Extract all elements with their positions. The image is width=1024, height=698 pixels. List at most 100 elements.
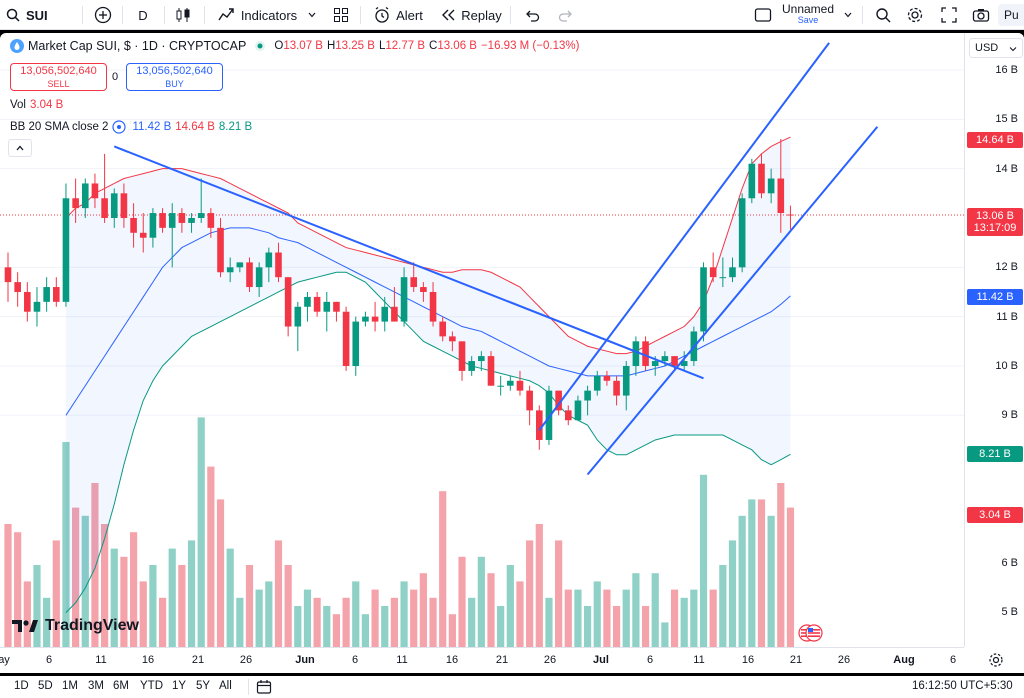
undo-button[interactable] — [522, 0, 542, 30]
candle-body — [729, 267, 736, 278]
indicators-label: Indicators — [240, 7, 298, 23]
buy-button[interactable]: 13,056,502,640 BUY — [126, 63, 223, 91]
range-button-1m[interactable]: 1M — [62, 680, 78, 692]
timezone-clock[interactable]: 16:12:50 UTC+5:30 — [912, 680, 1013, 692]
candle-body — [642, 341, 649, 366]
us-economic-event-icon[interactable] — [797, 623, 823, 643]
legend-volume[interactable]: Vol 3.04 B — [10, 99, 67, 111]
rewind-icon — [442, 9, 455, 21]
volume-bar — [245, 565, 254, 647]
indicators-icon — [218, 8, 234, 21]
goto-date-icon[interactable] — [256, 679, 272, 695]
range-button-5d[interactable]: 5D — [38, 680, 53, 692]
interval-button[interactable]: D — [138, 7, 148, 23]
snapshot-button[interactable] — [970, 0, 992, 30]
alert-button[interactable]: Alert — [368, 0, 428, 30]
range-button-ytd[interactable]: YTD — [140, 680, 163, 692]
last-price-tag: 13.06 B 13:17:09 — [967, 208, 1023, 236]
range-button-1y[interactable]: 1Y — [172, 680, 187, 692]
candles-icon — [176, 8, 190, 22]
layouts-button[interactable] — [330, 0, 352, 30]
layout-dropdown[interactable] — [840, 0, 856, 30]
volume-bar — [101, 524, 109, 647]
volume-bar — [139, 581, 147, 647]
candle-body — [371, 316, 379, 322]
indicators-button[interactable]: Indicators — [214, 0, 300, 30]
candle-body — [651, 361, 659, 366]
fullscreen-button[interactable] — [938, 0, 960, 30]
range-button-5y[interactable]: 5Y — [196, 680, 211, 692]
time-tick-label: 26 — [239, 654, 253, 666]
volume-bar — [81, 515, 89, 647]
volume-bar — [274, 540, 283, 647]
candle-body — [207, 213, 215, 228]
bb-fill-area — [65, 137, 791, 613]
sui-logo-icon — [10, 39, 24, 53]
chart-plot-area[interactable] — [0, 33, 964, 647]
quick-search-button[interactable] — [872, 0, 894, 30]
publish-button[interactable]: Pu — [998, 4, 1024, 26]
volume-bar — [555, 540, 563, 647]
currency-selector[interactable]: USD — [969, 38, 1023, 58]
candle-body — [294, 306, 302, 327]
volume-bar — [468, 597, 476, 647]
candle-body — [139, 232, 147, 238]
candle-body — [545, 390, 553, 440]
range-button-6m[interactable]: 6M — [113, 680, 129, 692]
legend-open-value: 13.07 B — [283, 40, 323, 52]
volume-bar — [400, 581, 408, 647]
settings-button[interactable] — [904, 0, 926, 30]
symbol-search-button[interactable]: SUI — [6, 0, 54, 30]
chart-type-button[interactable] — [172, 0, 194, 30]
volume-bar — [410, 589, 418, 647]
undo-icon — [526, 10, 540, 22]
layout-name-button[interactable]: Unnamed Save — [778, 0, 838, 30]
logo-text: TradingView — [45, 617, 139, 634]
range-button-1d[interactable]: 1D — [14, 680, 29, 692]
range-button-all[interactable]: All — [219, 680, 232, 692]
axis-settings-icon[interactable] — [988, 652, 1004, 668]
chevron-up-icon — [16, 145, 24, 151]
volume-bar — [680, 597, 688, 647]
redo-button[interactable] — [556, 0, 576, 30]
data-window-icon — [112, 120, 127, 134]
candle-body — [487, 356, 495, 386]
legend-bollinger[interactable]: BB 20 SMA close 2 11.42 B 14.64 B 8.21 B — [10, 120, 256, 134]
time-axis[interactable]: ay 6 11 16 21 26 Jun 6 11 16 21 26 Jul 6 11 16 21 26 Aug 6 — [0, 647, 1003, 673]
candle-body — [777, 178, 785, 214]
bb-mid-price-tag: 11.42 B — [967, 289, 1023, 305]
search-icon — [6, 8, 20, 22]
replay-button[interactable]: Replay — [438, 0, 504, 30]
legend-open-label: O — [274, 40, 284, 52]
bb-lower-price-tag: 8.21 B — [967, 446, 1023, 462]
volume-bar — [158, 597, 167, 647]
time-tick-label: 11 — [95, 654, 107, 666]
redo-icon — [558, 10, 572, 22]
volume-price-tag: 3.04 B — [967, 507, 1023, 523]
candle-body — [168, 213, 176, 228]
currency-label: USD — [975, 42, 999, 54]
bb-lower-value: 8.21 B — [218, 121, 253, 133]
price-tick-label: 6 B — [1001, 557, 1018, 569]
spread-value: 0 — [112, 71, 119, 83]
price-axis[interactable]: USD 16 B 15 B 14 B 12 B 11 B 10 B 9 B 6 B 5 B 14… — [964, 33, 1024, 647]
legend-collapse-button[interactable] — [8, 139, 32, 157]
plus-circle-icon — [94, 6, 112, 24]
candle-body — [603, 375, 611, 381]
volume-bar — [448, 614, 456, 647]
tradingview-logo[interactable]: TradingView — [12, 617, 139, 635]
sell-button[interactable]: 13,056,502,640 SELL — [10, 63, 107, 91]
volume-bar — [120, 556, 128, 647]
channel-upper-line — [538, 42, 830, 431]
volume-bar — [699, 474, 708, 647]
volume-bar — [187, 540, 196, 647]
indicators-dropdown[interactable] — [304, 0, 320, 30]
layout-manager-button[interactable] — [752, 0, 774, 30]
compare-add-symbol-button[interactable] — [92, 0, 114, 30]
volume-bar — [777, 483, 785, 647]
search-icon — [875, 7, 890, 22]
candle-body — [178, 213, 186, 223]
volume-label: Vol — [10, 99, 26, 111]
candle-body — [400, 277, 408, 322]
range-button-3m[interactable]: 3M — [88, 680, 104, 692]
